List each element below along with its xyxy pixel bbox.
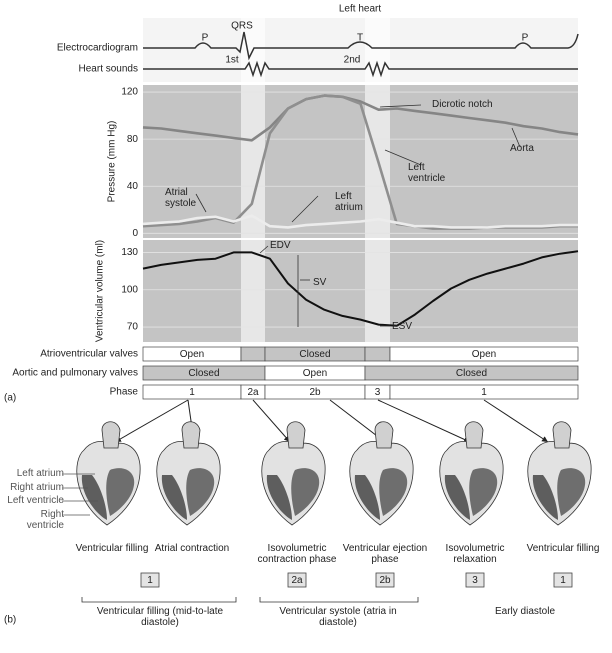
y-tick-label: 40 (127, 181, 139, 192)
label-leaders (62, 473, 98, 516)
cell-text: Closed (456, 368, 487, 379)
table-cell (240, 346, 266, 362)
y-tick-label: 100 (121, 284, 138, 295)
ecg-label: Electrocardiogram (57, 43, 138, 54)
y-tick-label: 0 (132, 228, 138, 239)
phase-box (553, 572, 573, 588)
plot-area (143, 240, 578, 342)
annotation: ESV (392, 321, 413, 332)
series-label: Aorta (510, 143, 534, 154)
phase-box (465, 572, 485, 588)
leader-line (195, 193, 207, 213)
ecg-wave-label: T (357, 33, 363, 44)
phase-box-label: 2b (379, 575, 391, 586)
group-label: Ventricular systole (atria in diastole) (279, 606, 397, 628)
series-line (142, 94, 579, 142)
ecg-wave-label: QRS (231, 21, 253, 32)
heart (261, 421, 326, 526)
cell-text: Open (180, 349, 204, 360)
cell-text: 1 (189, 387, 195, 398)
heart-label: Right ventricle (26, 509, 64, 531)
group-label: Early diastole (494, 606, 556, 617)
leader-line (259, 245, 269, 254)
isovolumetric-band (241, 18, 265, 342)
phase-box (375, 572, 395, 588)
hearts (76, 421, 592, 526)
y-axis-label: Ventricular volume (ml) (95, 240, 106, 342)
leader-line (511, 127, 521, 148)
series-line (142, 250, 579, 327)
stage-caption: Atrial contraction (154, 543, 230, 554)
table-cell (364, 365, 579, 381)
series-label: Left atrium (335, 191, 363, 213)
stage-caption: Isovolumetric contraction phase (257, 543, 337, 565)
header: Left heart (339, 4, 381, 15)
heart (349, 421, 414, 526)
table-cell (389, 346, 579, 362)
row-label: Aortic and pulmonary valves (12, 368, 138, 379)
ecg-panel (143, 18, 578, 82)
stage-caption: Ventricular filling (526, 543, 600, 554)
ecg-wave-label: P (202, 33, 209, 44)
table-cell (364, 346, 391, 362)
y-tick-label: 80 (127, 134, 139, 145)
leader-line (291, 195, 319, 223)
y-tick-label: 130 (121, 247, 138, 258)
annotation: SV (313, 277, 327, 288)
group-label: Ventricular filling (mid-to-late diastol… (96, 606, 224, 628)
cell-text: 2b (309, 387, 321, 398)
ecg-wave-label: P (522, 33, 529, 44)
sounds-label: Heart sounds (79, 64, 138, 75)
annotation: Dicrotic notch (432, 99, 493, 110)
stage-caption: Ventricular filling (75, 543, 149, 554)
annotation: EDV (270, 240, 291, 251)
phase-box (287, 572, 307, 588)
leader-line (384, 149, 422, 166)
cell-text: Open (472, 349, 496, 360)
annotation: Atrial systole (165, 187, 197, 209)
heart-label: Left atrium (16, 468, 64, 479)
y-tick-label: 70 (127, 322, 139, 333)
sound-trace (143, 60, 578, 78)
phase-box-label: 1 (560, 575, 566, 586)
phase-box-label: 2a (291, 575, 303, 586)
cell-text: 3 (375, 387, 381, 398)
heart-label: Left ventricle (7, 495, 64, 506)
phase-box (140, 572, 160, 588)
phase-box-label: 3 (472, 575, 478, 586)
arrows (114, 399, 549, 443)
panel-label: (b) (4, 615, 16, 626)
heart (76, 421, 141, 526)
cell-text: 2a (247, 387, 259, 398)
stage-caption: Ventricular ejection phase (342, 543, 428, 565)
sound-label: 1st (225, 55, 239, 66)
ecg-trace (143, 31, 579, 61)
heart-label: Right atrium (10, 482, 64, 493)
row-label: Atrioventricular valves (40, 349, 138, 360)
table-cell (389, 384, 579, 400)
series-line (142, 214, 578, 229)
cell-text: Closed (188, 368, 219, 379)
cell-text: 1 (481, 387, 487, 398)
brackets (81, 597, 419, 603)
y-axis-label: Pressure (mm Hg) (107, 121, 118, 203)
leader-line (379, 104, 422, 108)
plot-area (143, 85, 578, 238)
stage-caption: Isovolumetric relaxation (445, 543, 505, 565)
row-label: Phase (110, 387, 139, 398)
isovolumetric-band (365, 18, 390, 342)
heart (156, 421, 221, 526)
phase-box-label: 1 (147, 575, 153, 586)
panel-label: (a) (4, 393, 16, 404)
y-tick-label: 120 (121, 87, 138, 98)
heart (439, 421, 504, 526)
series-label: Left ventricle (408, 162, 446, 184)
heart (527, 421, 592, 526)
sound-label: 2nd (344, 55, 361, 66)
cell-text: Open (303, 368, 327, 379)
cell-text: Closed (299, 349, 330, 360)
